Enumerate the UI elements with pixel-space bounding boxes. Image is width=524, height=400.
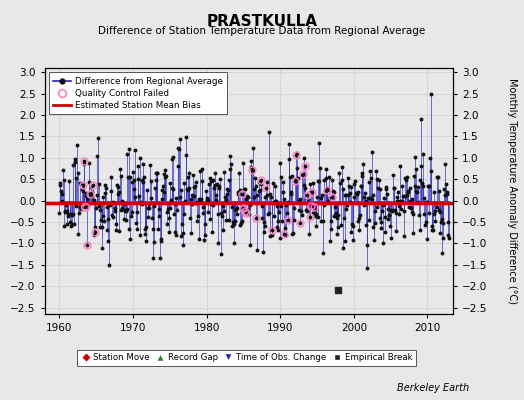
Y-axis label: Monthly Temperature Anomaly Difference (°C): Monthly Temperature Anomaly Difference (… (507, 78, 517, 304)
Text: Berkeley Earth: Berkeley Earth (397, 383, 469, 393)
Legend: Difference from Regional Average, Quality Control Failed, Estimated Station Mean: Difference from Regional Average, Qualit… (49, 72, 227, 114)
Legend: Station Move, Record Gap, Time of Obs. Change, Empirical Break: Station Move, Record Gap, Time of Obs. C… (77, 350, 416, 366)
Text: Difference of Station Temperature Data from Regional Average: Difference of Station Temperature Data f… (99, 26, 425, 36)
Text: PRASTKULLA: PRASTKULLA (206, 14, 318, 29)
